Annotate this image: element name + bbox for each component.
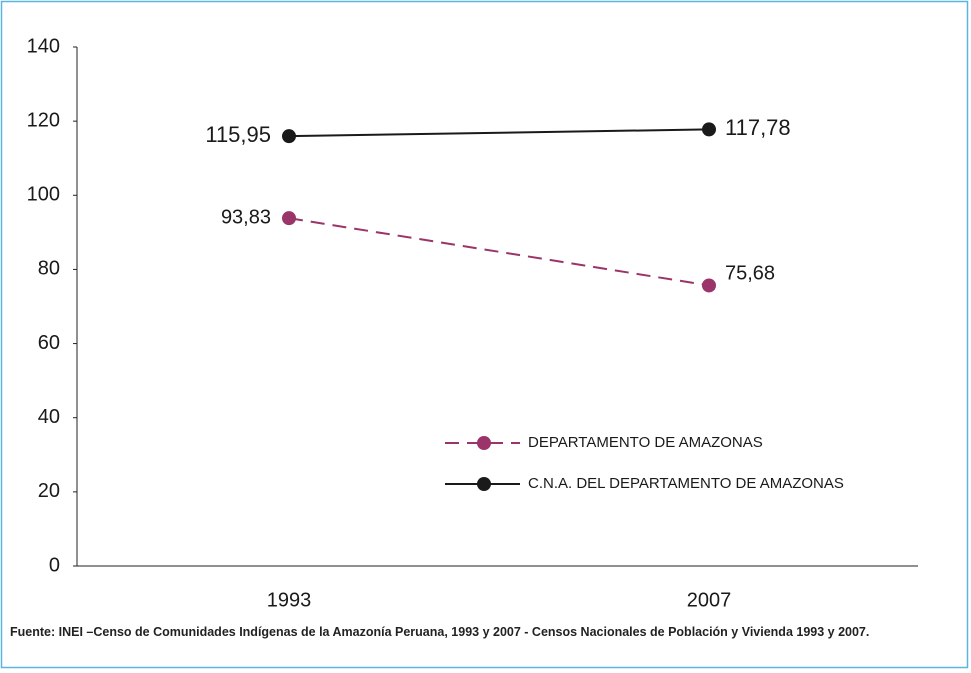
y-tick-label: 100 [27,184,60,206]
y-tick-label: 140 [27,35,60,57]
data-label: 117,78 [725,115,791,140]
legend-marker [477,436,491,450]
data-label: 75,68 [725,263,775,285]
legend-label: C.N.A. DEL DEPARTAMENTO DE AMAZONAS [528,475,844,492]
legend-marker [477,477,491,491]
x-tick-label: 1993 [267,589,312,611]
marker [702,278,716,293]
y-tick-label: 120 [27,109,60,131]
marker [282,129,296,144]
y-tick-label: 40 [38,406,60,428]
series-line [288,128,710,138]
marker [282,211,296,226]
data-label: 93,83 [221,206,271,228]
y-tick-label: 0 [49,554,60,576]
y-tick-label: 60 [38,332,60,354]
series-line [288,217,710,287]
data-label: 115,95 [205,122,271,147]
x-tick-label: 2007 [687,589,732,611]
y-tick-label: 80 [38,258,60,280]
marker [702,122,716,137]
y-tick-label: 20 [38,480,60,502]
source-note: Fuente: INEI –Censo de Comunidades Indíg… [10,625,870,639]
legend-label: DEPARTAMENTO DE AMAZONAS [528,434,763,451]
